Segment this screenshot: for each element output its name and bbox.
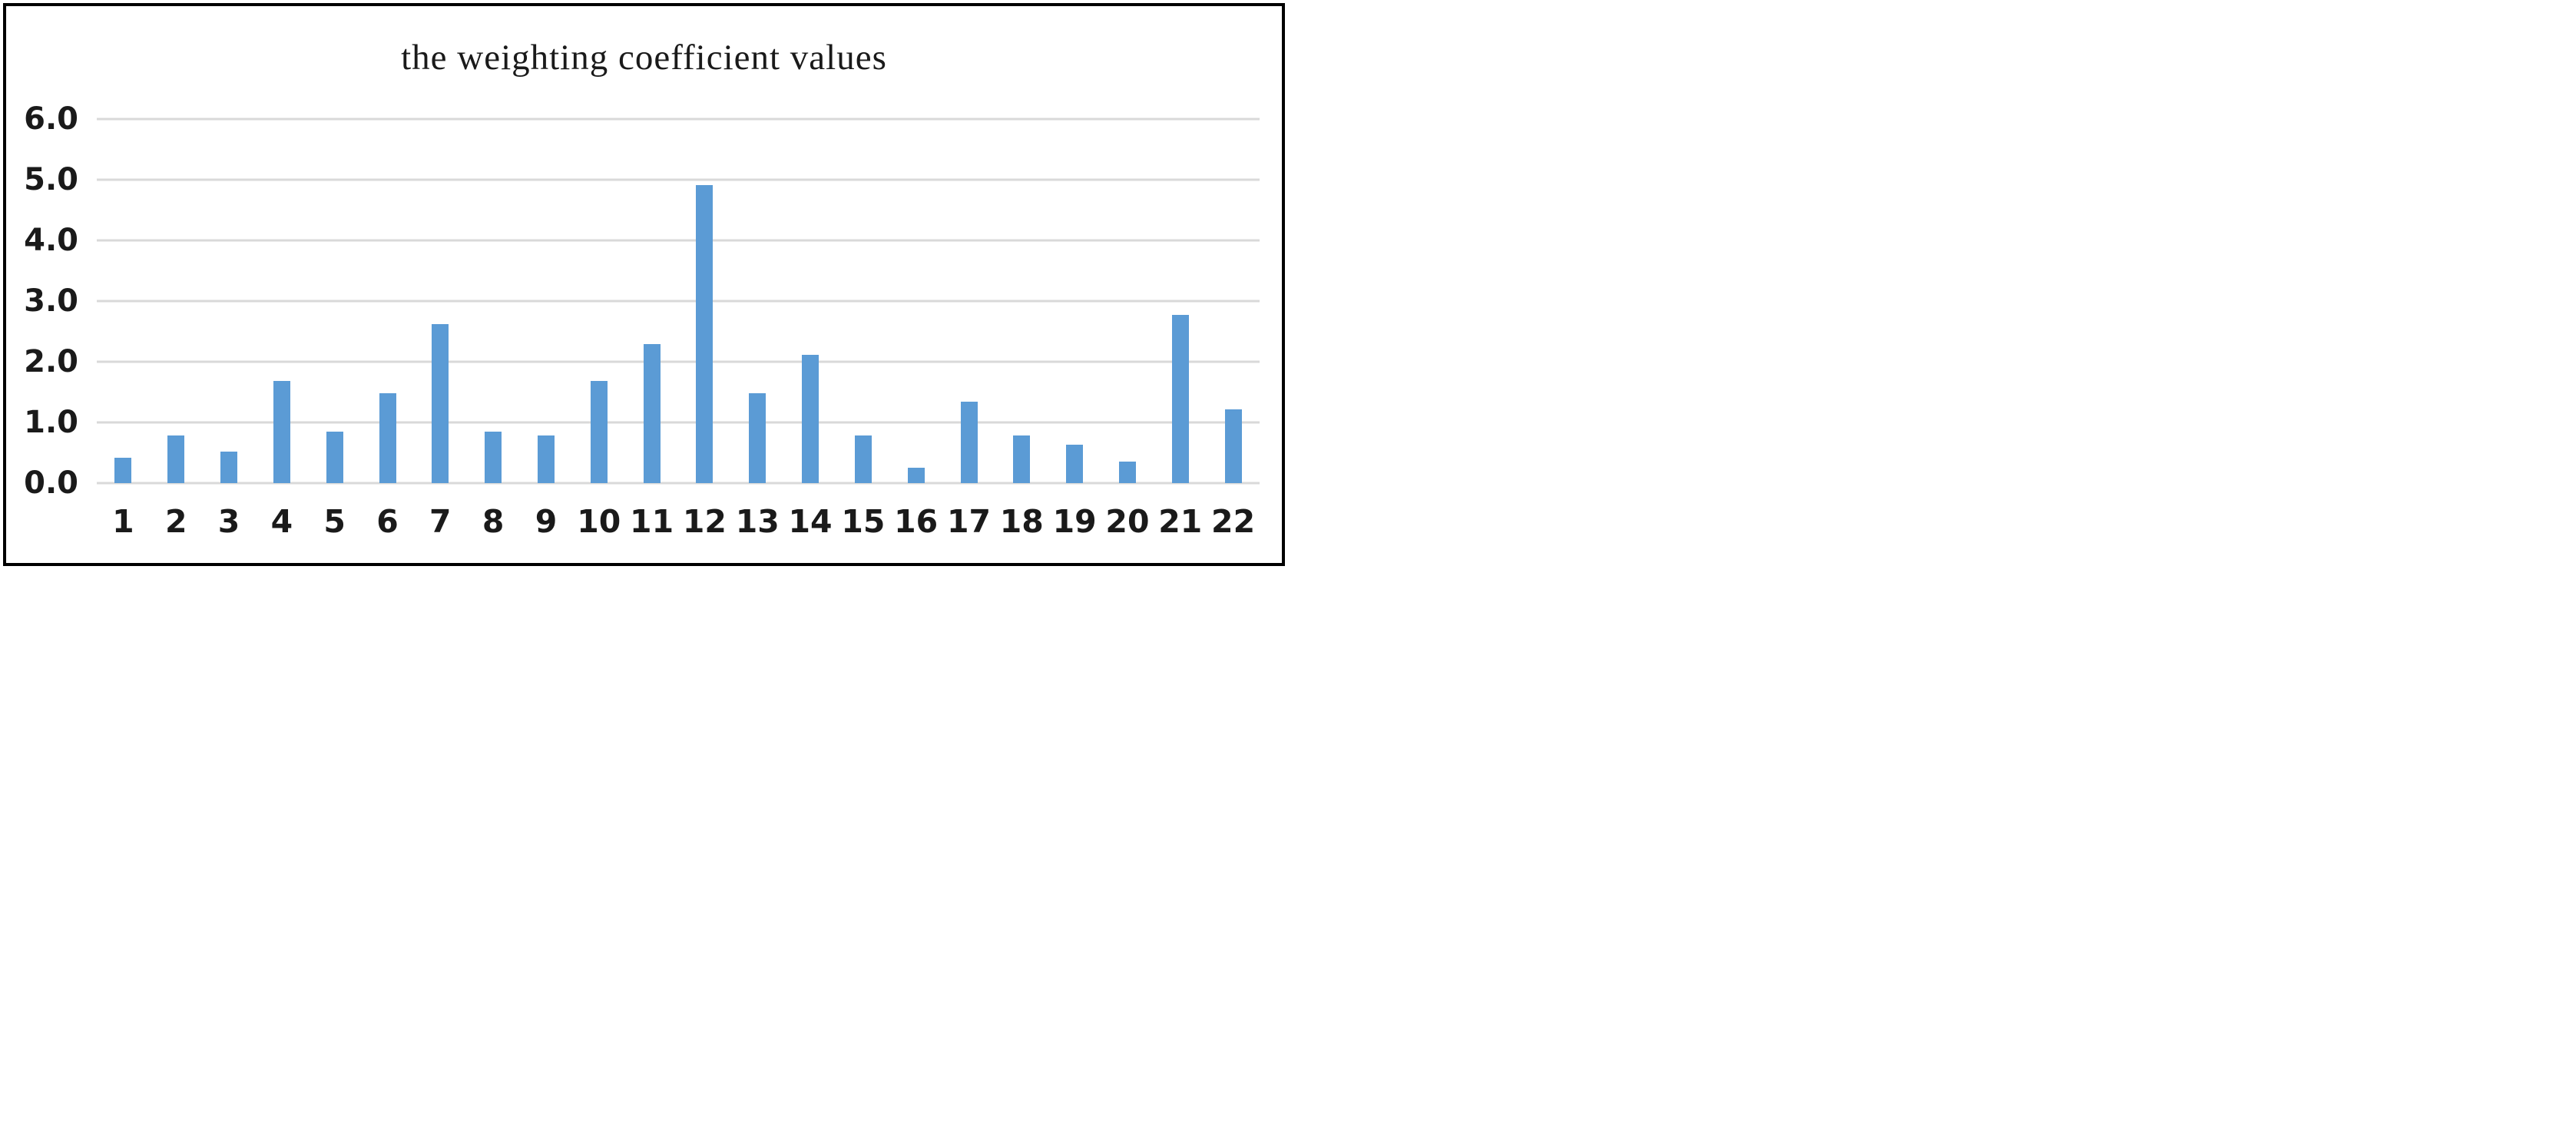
- x-axis-tick-label: 3: [217, 503, 240, 540]
- bar-12: [696, 185, 714, 483]
- x-axis-tick-label: 17: [946, 503, 992, 540]
- bar-19: [1066, 445, 1084, 483]
- chart-title: the weighting coefficient values: [401, 38, 887, 78]
- bar-7: [432, 324, 449, 483]
- x-axis-tick-label: 6: [376, 503, 399, 540]
- gridline: [97, 482, 1260, 485]
- bar-15: [854, 435, 872, 483]
- gridline: [97, 239, 1260, 242]
- bar-4: [273, 381, 290, 483]
- bar-21: [1171, 315, 1189, 483]
- bar-17: [960, 402, 978, 483]
- bar-2: [167, 435, 185, 483]
- gridline: [97, 421, 1260, 424]
- bar-6: [379, 393, 396, 483]
- x-axis-tick-label: 7: [429, 503, 452, 540]
- x-axis-tick-label: 2: [164, 503, 187, 540]
- bar-14: [802, 355, 819, 483]
- x-axis-tick-label: 21: [1158, 503, 1203, 540]
- gridline: [97, 360, 1260, 363]
- x-axis-tick-label: 20: [1105, 503, 1150, 540]
- x-axis-tick-label: 12: [682, 503, 727, 540]
- x-axis-tick-label: 22: [1211, 503, 1256, 540]
- figure-frame: the weighting coefficient values 0.0 1.0 2…: [3, 3, 1285, 566]
- x-axis-tick-label: 9: [535, 503, 558, 540]
- x-axis-tick-label: 10: [577, 503, 621, 540]
- gridline: [97, 178, 1260, 181]
- bar-1: [114, 457, 132, 483]
- bar-16: [907, 468, 925, 483]
- x-axis-tick-label: 1: [112, 503, 134, 540]
- x-axis-tick-label: 13: [735, 503, 780, 540]
- bar-20: [1118, 462, 1136, 483]
- x-axis-tick-label: 11: [630, 503, 674, 540]
- gridline: [97, 300, 1260, 303]
- bar-9: [537, 435, 555, 483]
- x-axis-tick-label: 5: [323, 503, 346, 540]
- gridline: [97, 118, 1260, 121]
- bar-3: [220, 451, 238, 483]
- x-axis-tick-label: 15: [841, 503, 886, 540]
- bar-5: [326, 431, 343, 483]
- x-axis-tick-label: 19: [1052, 503, 1097, 540]
- x-axis-tick-label: 4: [270, 503, 293, 540]
- bar-22: [1224, 409, 1242, 483]
- bar-11: [643, 344, 661, 483]
- bar-18: [1013, 435, 1031, 483]
- bar-10: [590, 381, 608, 483]
- x-axis-tick-label: 14: [788, 503, 833, 540]
- bar-8: [485, 431, 502, 483]
- bar-13: [749, 393, 767, 483]
- x-axis-tick-label: 16: [894, 503, 939, 540]
- x-axis-tick-label: 8: [482, 503, 505, 540]
- plot-area: 0.0 1.0 2.0 3.0 4.0 5.0 6.0 1 2 3 4 5 6 7 8 9 10 11 12 13 14…: [24, 104, 1260, 540]
- x-axis-tick-label: 18: [999, 503, 1044, 540]
